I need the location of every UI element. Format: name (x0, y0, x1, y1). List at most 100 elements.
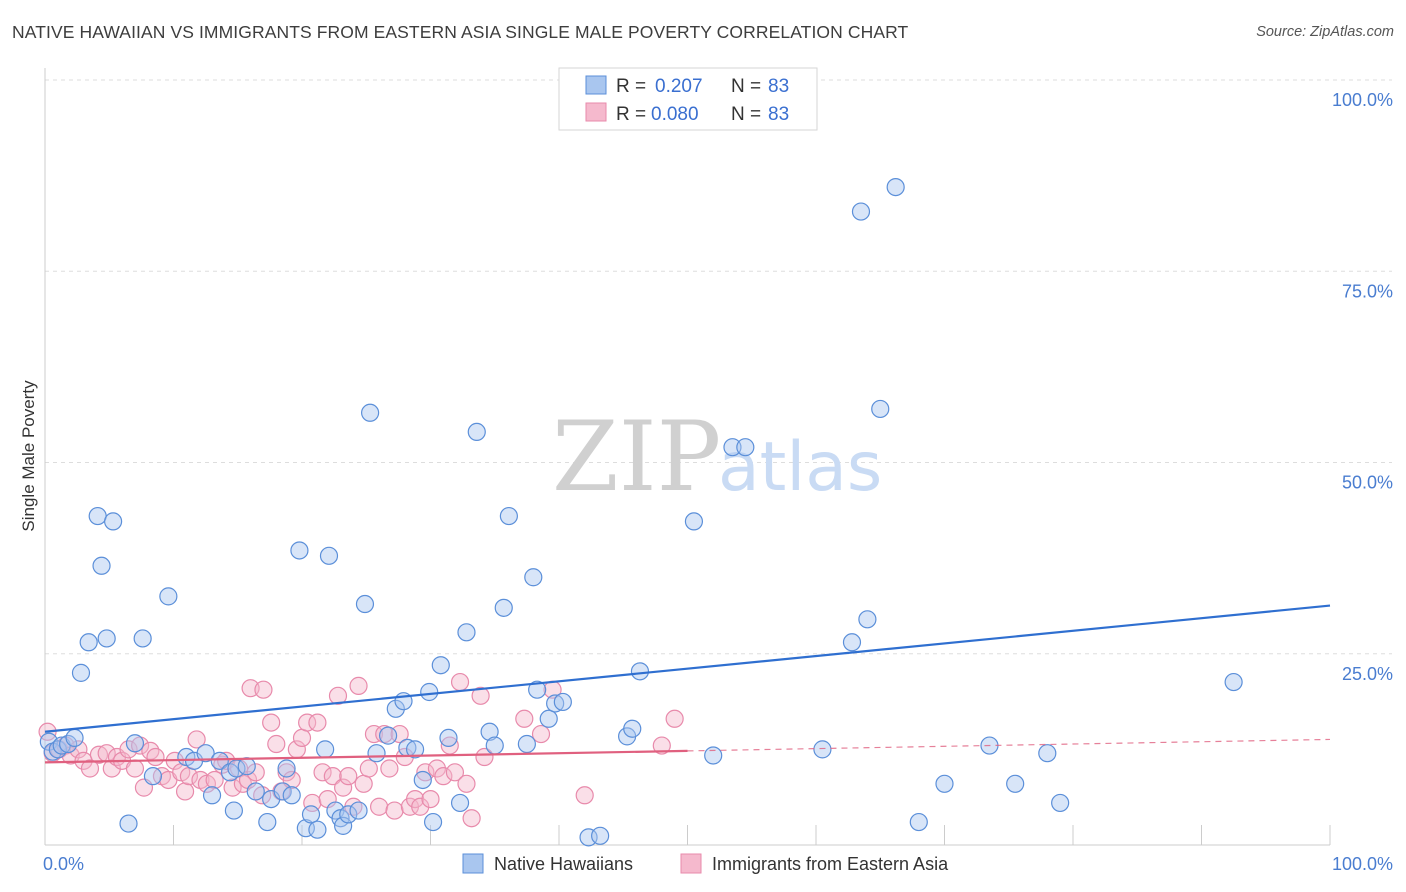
watermark: ZIP atlas (552, 401, 882, 513)
y-tick-label: 25.0% (1342, 664, 1393, 684)
legend-swatch-immigrants-eastern-asia (680, 853, 702, 874)
data-point (886, 178, 905, 197)
data-point (871, 399, 890, 419)
legend-r-label: R = (616, 104, 646, 125)
data-point (390, 724, 409, 744)
data-point (723, 438, 742, 457)
y-tick-label: 100.0% (1332, 90, 1393, 110)
data-point (237, 757, 256, 776)
data-point (450, 793, 470, 813)
data-point (361, 403, 380, 422)
series-legend: Native Hawaiians Immigrants from Eastern… (462, 853, 949, 874)
data-point (355, 594, 375, 614)
data-point (813, 740, 832, 759)
y-tick-label: 75.0% (1342, 281, 1393, 301)
data-point (462, 809, 481, 828)
data-point (378, 726, 398, 745)
data-point (434, 767, 453, 786)
data-point (851, 202, 871, 221)
data-point (328, 686, 348, 705)
data-point (539, 709, 558, 728)
data-point (575, 786, 594, 805)
legend-label-immigrants-eastern-asia: Immigrants from Eastern Asia (712, 854, 949, 874)
data-point (704, 746, 723, 765)
data-point (457, 623, 476, 642)
data-point (308, 820, 327, 839)
data-point (1051, 793, 1070, 813)
x-tick-labels: 0.0% 100.0% (43, 854, 1393, 874)
data-point (159, 587, 178, 606)
data-point (125, 734, 145, 753)
data-point (630, 662, 650, 681)
gridlines (45, 79, 1392, 655)
data-point (439, 728, 458, 748)
data-point (652, 736, 671, 755)
watermark-atlas: atlas (718, 428, 882, 507)
watermark-zip: ZIP (552, 401, 721, 513)
data-point (842, 633, 862, 652)
data-point (467, 422, 486, 441)
legend-swatch-pink (585, 102, 607, 122)
data-point (258, 812, 277, 832)
data-point (88, 506, 107, 526)
data-point (367, 744, 386, 763)
data-point (471, 686, 490, 705)
data-point (380, 759, 399, 778)
x-tick-label: 0.0% (43, 854, 84, 874)
y-tick-label: 50.0% (1342, 473, 1393, 493)
data-point (125, 759, 145, 778)
data-point (323, 767, 342, 786)
data-point (1038, 744, 1057, 763)
data-point (187, 730, 206, 749)
data-point (524, 568, 543, 587)
legend-r-value: 0.080 (651, 104, 699, 125)
data-point (385, 801, 404, 820)
data-point (104, 512, 123, 531)
legend-swatch-blue (585, 75, 607, 95)
data-point (119, 814, 138, 833)
data-point (143, 767, 163, 786)
data-point (282, 786, 301, 805)
x-tick-label: 100.0% (1332, 854, 1393, 874)
data-point (71, 663, 91, 682)
data-point (319, 546, 339, 565)
data-point (405, 740, 425, 759)
data-point (386, 699, 405, 718)
trend-line-extrapolated (687, 738, 1331, 752)
data-point (273, 782, 292, 801)
series-native-hawaiians-points (39, 178, 1243, 847)
data-point (579, 828, 598, 847)
data-point (370, 797, 389, 816)
data-point (531, 724, 551, 744)
data-point (262, 713, 281, 732)
data-point (97, 629, 116, 648)
data-point (254, 680, 273, 699)
legend-n-value: 83 (768, 76, 789, 97)
data-point (494, 598, 513, 617)
data-point (858, 610, 877, 629)
trend-line (44, 604, 1331, 733)
data-point (224, 801, 243, 820)
data-point (223, 778, 242, 797)
data-point (515, 709, 534, 728)
data-point (80, 759, 100, 778)
data-point (423, 812, 443, 832)
data-point (298, 713, 317, 732)
data-point (411, 797, 430, 816)
data-point (623, 719, 642, 738)
data-point (349, 801, 368, 820)
data-point (292, 728, 312, 748)
chart-title: NATIVE HAWAIIAN VS IMMIGRANTS FROM EASTE… (12, 22, 909, 42)
legend-r-value: 0.207 (655, 76, 703, 97)
data-point (546, 694, 565, 713)
data-point (196, 744, 215, 763)
data-point (517, 734, 536, 754)
trend-line (44, 749, 688, 764)
y-tick-labels: 25.0% 50.0% 75.0% 100.0% (1332, 90, 1393, 684)
data-point (92, 556, 111, 575)
trend-lines (44, 604, 1331, 764)
data-point (296, 819, 315, 838)
data-point (359, 759, 378, 778)
data-point (202, 786, 222, 805)
data-point (133, 629, 152, 648)
